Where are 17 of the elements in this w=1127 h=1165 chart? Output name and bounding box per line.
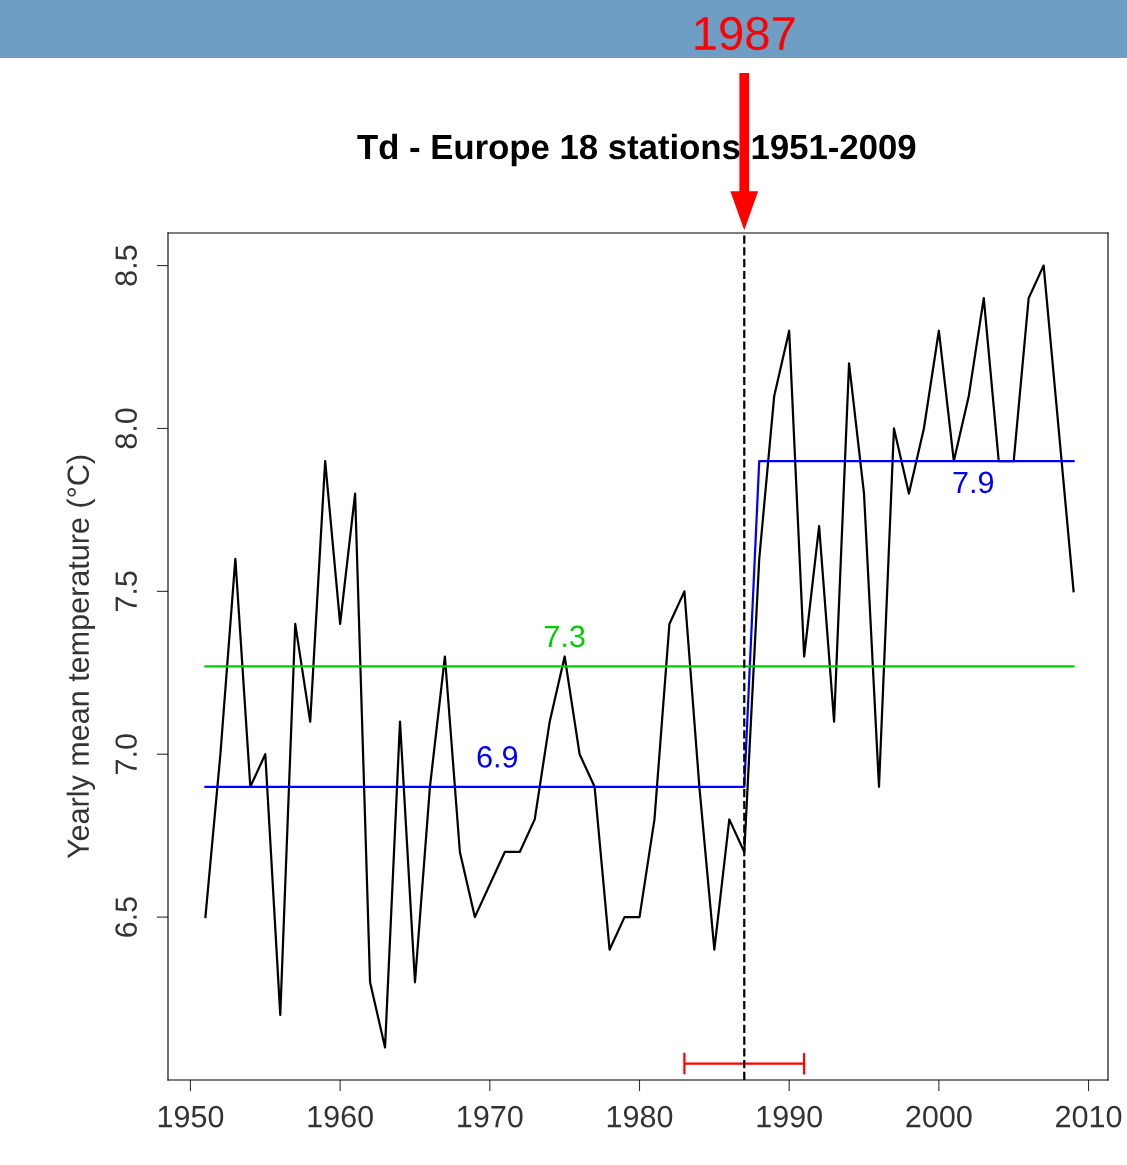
x-tick-label: 1980 xyxy=(607,1105,673,1128)
y-axis-title: Yearly mean temperature (°C) xyxy=(66,455,96,859)
x-tick-label: 1960 xyxy=(308,1105,373,1128)
x-tick-label: 2000 xyxy=(906,1105,972,1128)
y-tick-label: 6.5 xyxy=(115,897,137,937)
text: 1987 xyxy=(695,16,795,51)
ref-line-label: 7.3 xyxy=(544,625,585,648)
x-tick-label: 1970 xyxy=(458,1105,523,1128)
y-tick-label: 8.5 xyxy=(115,245,137,286)
x-tick-label: 1990 xyxy=(757,1105,822,1128)
annotation: 6.9 xyxy=(477,746,518,768)
y-tick-label: 7.0 xyxy=(115,734,137,774)
y-tick-label: 7.5 xyxy=(115,571,137,612)
x-tick-label: 1950 xyxy=(158,1105,224,1128)
x-tick-label: 2010 xyxy=(1056,1105,1122,1128)
y-tick-label: 8.0 xyxy=(115,408,137,449)
annotation: 7.9 xyxy=(953,471,994,494)
